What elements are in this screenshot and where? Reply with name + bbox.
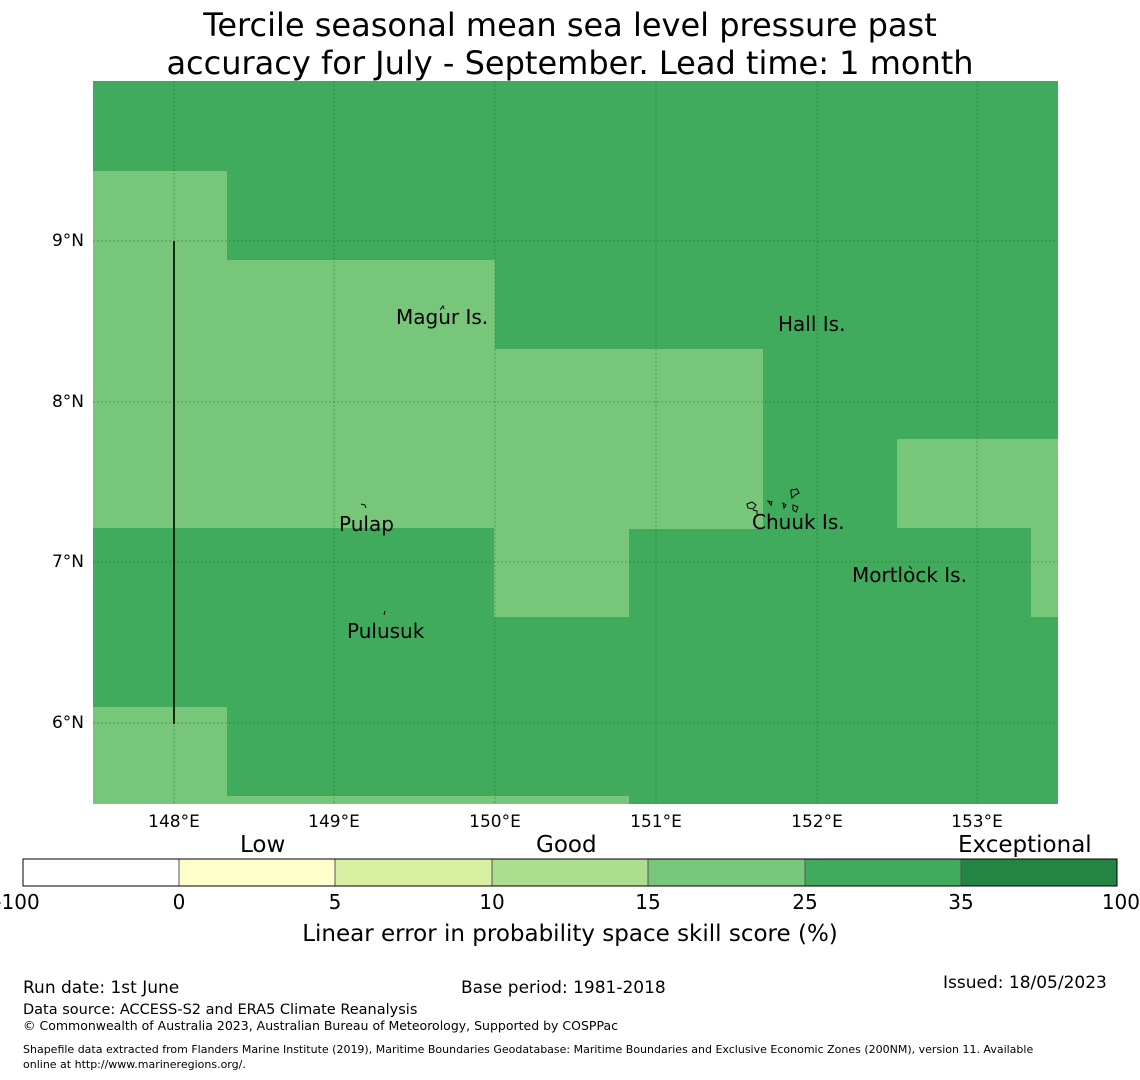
colorbar-segment-1 [22,858,180,887]
map-title-line-2: accuracy for July - September. Lead time… [166,44,974,82]
copyright-notice: © Commonwealth of Australia 2023, Austra… [23,1018,618,1033]
issued-date: Issued: 18/05/2023 [943,973,1107,993]
island-chuuk-1 [746,501,757,510]
colorbar-tick: -100 [0,890,40,914]
skill-band-15-25-regions [93,171,1058,804]
lon-tick-151e: 151°E [630,812,682,832]
island-chuuk-2 [752,509,758,514]
place-label-pulap: Pulap [339,512,394,536]
island-magur [439,304,445,311]
island-chuuk-6 [792,504,799,513]
region-south-strip [227,796,629,804]
shapefile-credit-line-1: Shapefile data extracted from Flanders M… [23,1043,1034,1056]
island-pulusuk [383,610,386,616]
colorbar-segment-6 [804,858,962,887]
region-west-central [93,260,495,528]
place-label-mortlock: Mortlock Is. [852,563,967,587]
colorbar-segment-5 [647,858,806,887]
place-label-pulusuk: Pulusuk [347,619,425,643]
lon-tick-150e: 150°E [469,812,521,832]
colorbar-segment-7 [960,858,1118,887]
legend-category-low: Low [240,832,286,858]
island-mortlock [908,565,913,570]
island-chuuk-4 [790,488,800,500]
place-label-hall: Hall Is. [778,312,846,336]
data-source: Data source: ACCESS-S2 and ERA5 Climate … [23,1002,418,1018]
shapefile-credit-line-2: online at http://www.marineregions.org/. [23,1058,246,1071]
island-outlines [360,304,913,616]
lon-tick-149e: 149°E [308,812,360,832]
island-pulap [360,503,367,509]
colorbar-tick: 100 [1101,890,1140,914]
colorbar-tick: 15 [635,890,661,914]
lat-tick-8n: 8°N [51,392,84,412]
lon-tick-148e: 148°E [148,812,200,832]
place-label-chuuk: Chuuk Is. [752,510,845,534]
colorbar-axis-label: Linear error in probability space skill … [302,921,838,947]
lon-tick-152e: 152°E [791,812,843,832]
colorbar-tick: 35 [948,890,974,914]
colorbar-segment-2 [178,858,336,887]
region-central [494,349,763,529]
island-chuuk-3 [766,500,773,507]
legend-category-good: Good [536,832,597,858]
colorbar-frame [22,858,1118,887]
colorbar-segment-3 [334,858,493,887]
region-west-upper [93,171,227,261]
base-period: Base period: 1981-2018 [461,978,666,998]
place-label-magur: Magur Is. [396,305,489,329]
lat-tick-6n: 6°N [51,713,84,733]
island-chuuk-5 [782,501,787,510]
run-date: Run date: 1st June [23,978,180,998]
colorbar [22,858,1118,887]
colorbar-tick: 25 [792,890,818,914]
map-gridlines [93,81,1058,804]
region-south-west [93,707,227,804]
colorbar-segment-4 [491,858,649,887]
legend-category-exceptional: Exceptional [958,832,1092,858]
lat-tick-7n: 7°N [51,552,84,572]
colorbar-tick: 10 [479,890,505,914]
region-east [897,439,1058,528]
colorbar-tick: 0 [172,890,186,914]
map-title-line-1: Tercile seasonal mean sea level pressure… [203,6,937,44]
colorbar-tick: 5 [328,890,342,914]
region-central-lower [494,527,629,617]
region-far-east [1031,527,1058,617]
lon-tick-153e: 153°E [951,812,1003,832]
lat-tick-9n: 9°N [51,231,84,251]
